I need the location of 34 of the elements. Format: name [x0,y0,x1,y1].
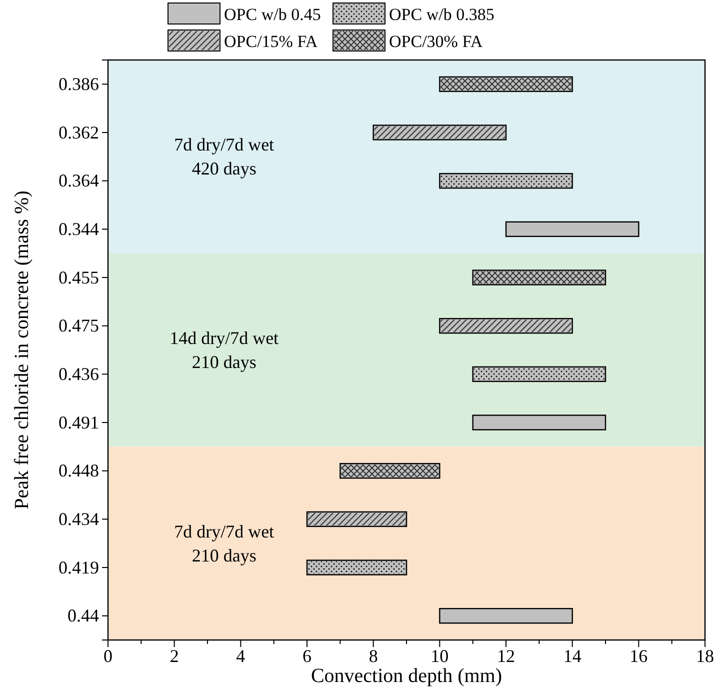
x-tick-label: 4 [236,646,246,666]
y-tick-label: 0.362 [58,122,99,142]
legend-label: OPC w/b 0.385 [389,5,494,24]
x-tick-label: 10 [430,646,449,666]
bar [439,608,573,624]
y-tick-label: 0.491 [58,412,99,432]
x-tick-label: 18 [696,646,714,666]
x-axis-title: Convection depth (mm) [310,665,502,687]
x-tick-label: 0 [104,646,112,666]
y-tick-label: 0.44 [68,606,99,626]
y-tick-label: 0.419 [58,557,99,578]
bar [472,414,606,430]
x-tick-label: 8 [368,646,378,666]
band-label: 14d dry/7d wet 210 days [170,328,279,372]
x-tick-label: 14 [563,646,582,666]
x-tick-label: 16 [630,646,648,666]
y-tick-label: 0.448 [58,460,99,481]
x-tick-label: 2 [170,646,179,666]
band-label: 7d dry/7d wet 420 days [174,134,274,179]
band-label: 7d dry/7d wet 210 days [174,521,274,566]
legend-label: OPC/30% FA [389,32,484,51]
bar [505,221,640,238]
y-tick-label: 0.364 [58,170,99,191]
legend-label: OPC/15% FA [224,32,318,51]
y-tick-label: 0.475 [58,316,99,336]
x-tick-label: 12 [497,646,515,666]
y-tick-label: 0.434 [58,508,99,529]
y-axis-title: Peak free chloride in concrete (mass %) [11,190,33,510]
legend-label: OPC w/b 0.45 [224,5,321,24]
y-tick-label: 0.436 [58,364,99,384]
y-tick-label: 0.455 [58,267,99,288]
x-tick-label: 6 [302,646,312,666]
y-tick-label: 0.344 [58,218,99,239]
y-tick-label: 0.386 [58,74,99,94]
